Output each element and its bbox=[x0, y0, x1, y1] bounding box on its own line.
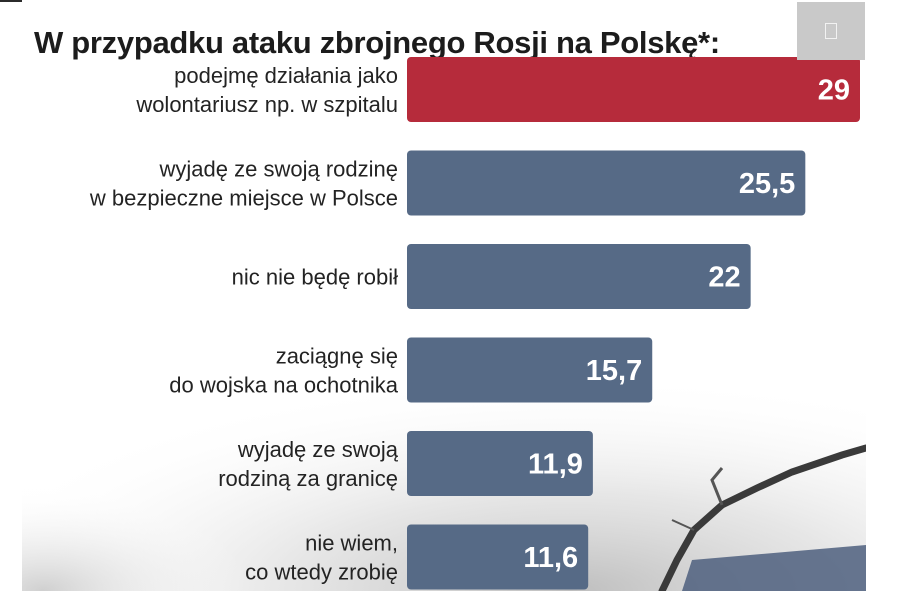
right-margin bbox=[866, 0, 900, 591]
category-label-0-line-0: podejmę działania jako bbox=[174, 63, 398, 88]
bar-5 bbox=[407, 524, 589, 590]
value-label-4: 11,9 bbox=[528, 449, 583, 481]
category-label-0-line-1: wolontariusz np. w szpitalu bbox=[135, 92, 398, 117]
category-label-4-line-1: rodziną za granicę bbox=[218, 466, 398, 491]
category-label-4: wyjadę ze swoją rodziną za granicę bbox=[218, 437, 399, 491]
fullscreen-icon bbox=[825, 23, 837, 39]
category-label-3-line-1: do wojska na ochotnika bbox=[169, 373, 398, 398]
category-label-0: podejmę działania jako wolontariusz np. w… bbox=[135, 63, 398, 117]
value-label-1: 25,5 bbox=[739, 168, 795, 200]
value-label-5: 11,6 bbox=[523, 542, 578, 574]
category-label-5-line-1: co wtedy zrobię bbox=[245, 560, 398, 585]
category-label-3-line-0: zaciągnę się bbox=[276, 344, 398, 369]
value-label-2: 22 bbox=[708, 262, 740, 294]
bar-1 bbox=[407, 150, 806, 216]
category-label-1: wyjadę ze swoją rodzinę w bezpieczne miej… bbox=[89, 157, 398, 211]
fullscreen-button[interactable] bbox=[797, 2, 865, 60]
category-label-5: nie wiem, co wtedy zrobię bbox=[245, 531, 398, 585]
bar-4 bbox=[407, 431, 593, 496]
category-label-5-line-0: nie wiem, bbox=[305, 531, 398, 556]
category-label-2-line-0: nic nie będę robił bbox=[232, 265, 398, 290]
value-label-0: 29 bbox=[818, 75, 850, 107]
category-label-3: zaciągnę się do wojska na ochotnika bbox=[169, 344, 398, 398]
bar-2 bbox=[407, 244, 751, 309]
chart-title: W przypadku ataku zbrojnego Rosji na Pol… bbox=[34, 24, 720, 60]
bar-0 bbox=[407, 57, 860, 122]
category-label-2: nic nie będę robił bbox=[232, 265, 398, 290]
bar-3 bbox=[407, 337, 653, 403]
category-label-1-line-1: w bezpieczne miejsce w Polsce bbox=[89, 186, 398, 211]
category-label-1-line-0: wyjadę ze swoją rodzinę bbox=[159, 157, 398, 182]
value-label-3: 15,7 bbox=[586, 355, 642, 387]
category-label-4-line-0: wyjadę ze swoją bbox=[237, 437, 399, 462]
